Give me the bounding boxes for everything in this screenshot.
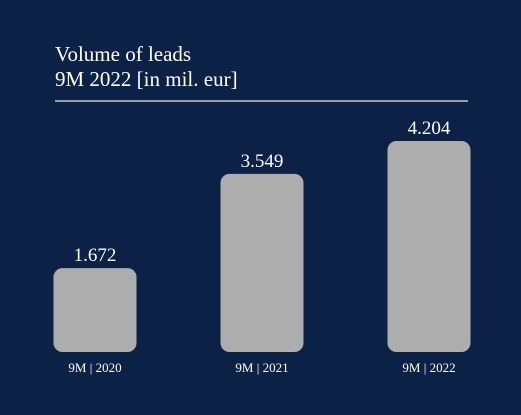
bar-3 <box>387 140 471 352</box>
bar-2 <box>220 173 304 352</box>
bar-1 <box>53 268 137 352</box>
category-label-1: 9M | 2020 <box>68 360 121 375</box>
category-label-2: 9M | 2021 <box>235 360 288 375</box>
value-label-2: 3.549 <box>241 151 284 172</box>
value-label-3: 4.204 <box>408 118 451 139</box>
chart-title-line-1: Volume of leads <box>55 42 192 66</box>
chart-title-line-2: 9M 2022 [in mil. eur] <box>55 67 238 91</box>
category-label-3: 9M | 2022 <box>402 360 455 375</box>
value-label-1: 1.672 <box>74 245 117 266</box>
chart-title: Volume of leads 9M 2022 [in mil. eur] <box>55 42 238 92</box>
title-divider <box>55 100 468 102</box>
